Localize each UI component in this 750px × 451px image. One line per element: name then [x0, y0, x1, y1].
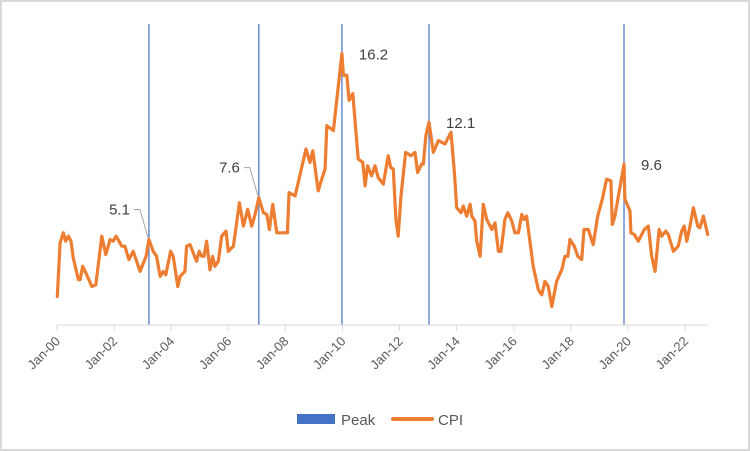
cpi-series: [55, 51, 710, 309]
x-tick-label: Jan-04: [139, 334, 178, 373]
legend: Peak CPI: [297, 412, 463, 429]
x-tick-label: Jan-22: [653, 334, 692, 373]
x-tick-label: Jan-14: [424, 334, 463, 373]
data-label: 5.1: [109, 202, 130, 219]
x-tick-label: Jan-10: [310, 334, 349, 373]
data-label: 7.6: [219, 160, 240, 177]
legend-cpi-label: CPI: [438, 412, 463, 429]
x-tick-label: Jan-18: [538, 334, 577, 373]
x-tick-label: Jan-12: [367, 334, 406, 373]
data-label: 16.2: [359, 46, 388, 63]
data-labels: 5.1 7.6 16.2 12.1 9.6: [109, 46, 662, 238]
legend-peak-label: Peak: [341, 412, 376, 429]
x-tick-label: Jan-16: [481, 334, 520, 373]
x-tick-label: Jan-02: [82, 334, 121, 373]
x-tick-label: Jan-08: [253, 334, 292, 373]
data-label: 9.6: [641, 157, 662, 174]
x-tick-label: Jan-00: [24, 334, 63, 373]
data-label: 12.1: [446, 115, 475, 132]
leader-line: [243, 167, 259, 196]
legend-peak-swatch: [297, 414, 335, 424]
cpi-line: [55, 51, 710, 309]
x-axis: Jan-00 Jan-02 Jan-04 Jan-06 Jan-08 Jan-10 Jan-…: [24, 324, 708, 373]
x-tick-label: Jan-20: [595, 334, 634, 373]
x-tick-label: Jan-06: [196, 334, 235, 373]
leader-line: [133, 209, 149, 238]
